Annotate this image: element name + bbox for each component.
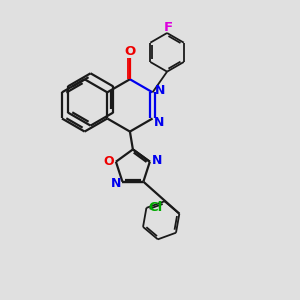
Text: Cl: Cl <box>148 201 162 214</box>
Text: N: N <box>152 154 162 167</box>
Text: F: F <box>164 21 173 34</box>
Text: N: N <box>154 116 164 130</box>
Text: N: N <box>155 84 165 98</box>
Text: O: O <box>124 45 136 58</box>
Text: O: O <box>103 154 114 168</box>
Text: N: N <box>111 177 121 190</box>
